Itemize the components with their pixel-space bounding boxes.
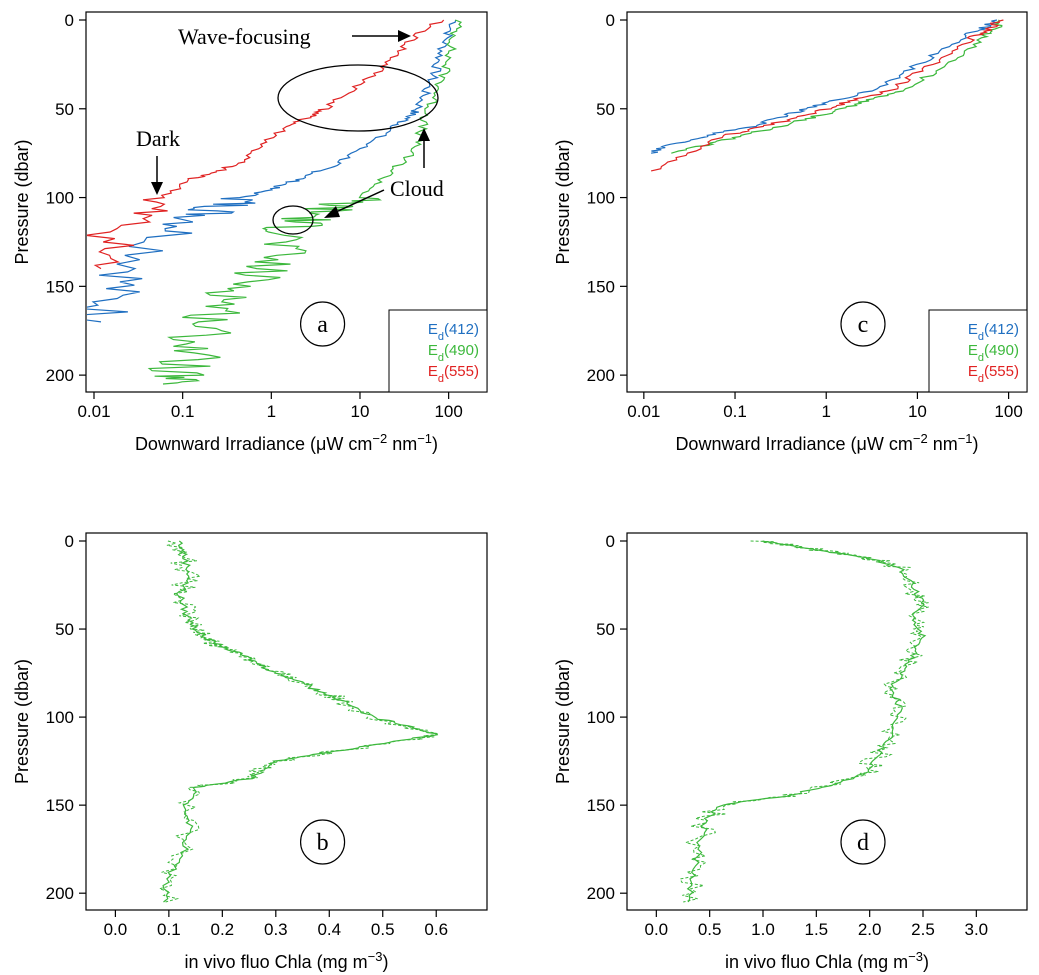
plot-frame [85,532,488,911]
y-tick-label: 100 [46,708,74,727]
legend-box [388,309,488,393]
panel-letter-circle [299,301,346,347]
y-tick-label: 100 [46,189,74,208]
series-raw-dashed [157,540,438,903]
x-tick-label: 1.5 [805,920,829,939]
series-raw-dashed [679,540,929,903]
y-tick-label: 0 [65,11,74,30]
y-tick-label: 200 [587,884,615,903]
plot-frame [85,11,488,393]
y-tick-label: 100 [587,708,615,727]
arrow-line [335,189,385,213]
panel-letter: a [317,312,328,338]
x-tick-label: 0.1 [171,402,195,421]
y-tick-label: 0 [606,532,615,551]
panel-letter: b [317,830,329,856]
y-tick-label: 0 [606,11,615,30]
x-tick-label: 1 [267,402,276,421]
plot-frame [626,11,1028,393]
y-tick-label: 50 [596,620,615,639]
y-tick-label: 200 [46,884,74,903]
panel-letter-circle [840,301,886,347]
x-tick-label: 0.0 [104,920,128,939]
y-tick-label: 50 [55,620,74,639]
y-axis-label: Pressure (dbar) [12,659,32,784]
plot-frame [626,532,1028,911]
cloud-ellipse-large [277,64,439,132]
x-axis-label: in vivo fluo Chla (mg m−3) [185,949,389,973]
x-axis-label: Downward Irradiance (μW cm−2 nm−1) [135,431,438,455]
legend-entry: Ed(412) [968,321,1019,343]
arrow-head [398,30,411,42]
x-tick-label: 1 [821,402,830,421]
panel-d: 0 50 100 150 200 0.0 0.5 1.0 1.5 2.0 2.5 3.0 Pressur… [553,532,1028,973]
arrow-head [151,182,163,195]
legend-box [928,309,1028,393]
x-tick-label: 0.1 [157,920,181,939]
x-tick-label: 2.5 [911,920,935,939]
x-tick-label: 0.0 [645,920,669,939]
y-tick-label: 100 [587,189,615,208]
panel-letter: d [857,830,869,856]
series-line-555 [87,19,445,270]
x-tick-label: 100 [994,402,1022,421]
panel-letter-circle [299,819,346,865]
legend-entry: Ed(490) [968,342,1019,364]
y-tick-label: 150 [587,277,615,296]
x-tick-label: 0.1 [723,402,747,421]
arrow-head [418,128,430,141]
series-line-490 [671,19,1003,154]
x-tick-label: 0.6 [424,920,448,939]
panel-letter-circle [840,819,886,865]
x-tick-label: 0.2 [211,920,235,939]
legend-entry: Ed(412) [428,321,479,343]
x-tick-label: 0.01 [77,402,110,421]
legend-entry: Ed(555) [968,363,1019,385]
x-axis-label: in vivo fluo Chla (mg m−3) [725,949,929,973]
series-line-chla [686,540,927,903]
legend-entry: Ed(555) [428,363,479,385]
y-tick-label: 50 [596,100,615,119]
x-tick-label: 100 [434,402,462,421]
y-tick-label: 200 [587,366,615,385]
series-line-555 [650,19,1004,172]
x-tick-label: 10 [908,402,927,421]
x-axis-label: Downward Irradiance (μW cm−2 nm−1) [675,431,978,455]
series-line-chla [162,540,439,903]
x-tick-label: 2.0 [858,920,882,939]
x-tick-label: 10 [351,402,370,421]
y-tick-label: 0 [65,532,74,551]
y-axis-label: Pressure (dbar) [553,659,573,784]
x-tick-label: 1.0 [751,920,775,939]
y-axis-label: Pressure (dbar) [12,139,32,264]
annotation-dark: Dark [136,126,180,151]
x-tick-label: 3.0 [965,920,989,939]
series-line-412 [651,19,998,154]
x-tick-label: 0.4 [317,920,341,939]
x-tick-label: 0.3 [264,920,288,939]
arrow-head [324,206,340,218]
cloud-ellipse-small [272,205,314,235]
x-tick-label: 0.5 [371,920,395,939]
panel-c: 0 50 100 150 200 0.01 0.1 1 10 100 Pressure (dbar)… [553,11,1028,455]
x-tick-label: 0.5 [698,920,722,939]
y-axis-label: Pressure (dbar) [553,139,573,264]
annotation-wave-focusing: Wave-focusing [178,24,311,49]
y-tick-label: 150 [46,796,74,815]
series-line-412 [87,19,457,323]
y-tick-label: 150 [46,277,74,296]
y-tick-label: 50 [55,100,74,119]
x-tick-label: 0.01 [627,402,660,421]
y-tick-label: 200 [46,366,74,385]
annotation-cloud: Cloud [390,176,444,201]
legend-entry: Ed(490) [428,342,479,364]
panel-b: 0 50 100 150 200 0.0 0.1 0.2 0.3 0.4 0.5 0.6 Pressur… [12,532,488,973]
y-tick-label: 150 [587,796,615,815]
panel-letter: c [858,312,869,338]
